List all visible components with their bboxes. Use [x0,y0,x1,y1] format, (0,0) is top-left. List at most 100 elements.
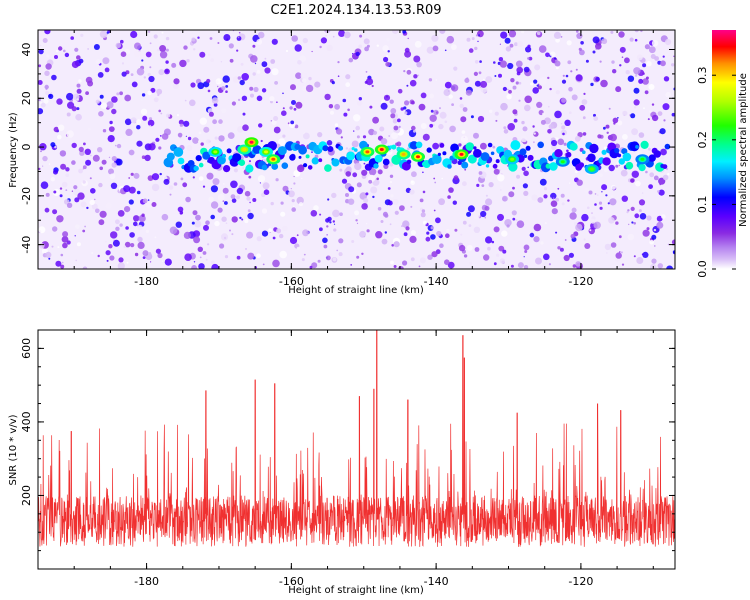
noise-blob [622,134,628,140]
noise-blob [169,193,172,196]
noise-blob [404,47,410,53]
noise-blob [106,101,114,109]
noise-blob [355,51,360,57]
noise-blob [73,185,78,190]
noise-blob [642,63,647,68]
noise-blob [50,92,53,94]
noise-blob [342,98,347,103]
noise-blob [377,169,383,175]
noise-blob [545,52,550,58]
spectrogram-x-label: Height of straight line (km) [288,285,424,296]
noise-blob [634,213,640,219]
noise-blob [468,48,474,53]
noise-blob [482,78,485,81]
noise-blob [557,246,561,250]
noise-blob [239,216,242,220]
noise-blob [403,232,408,237]
noise-blob [552,197,555,200]
noise-blob [485,198,493,206]
band-blob [519,148,527,156]
noise-blob [294,124,299,129]
noise-blob [418,103,426,111]
noise-blob [76,55,81,60]
noise-blob [291,207,297,212]
noise-blob [651,103,655,106]
noise-blob [282,107,285,110]
noise-blob [154,236,157,239]
noise-blob [550,51,556,58]
noise-blob [385,61,391,67]
noise-blob [375,231,383,239]
noise-blob [665,38,672,46]
noise-blob [387,50,390,53]
band-blob [382,158,390,166]
noise-blob [539,77,547,85]
noise-blob [636,54,643,61]
noise-blob [523,244,530,251]
noise-blob [660,148,667,156]
noise-blob [166,113,171,118]
noise-blob [470,115,474,119]
band-blob [238,159,246,166]
noise-blob [376,177,380,181]
noise-blob [91,203,98,210]
noise-blob [161,133,169,140]
noise-blob [253,86,259,93]
noise-blob [332,257,337,262]
noise-blob [661,214,666,219]
noise-blob [633,255,636,258]
band-blob [331,158,340,167]
noise-blob [289,106,293,110]
x-tick-label: -140 [424,275,449,288]
noise-blob [518,99,521,102]
noise-blob [282,225,288,231]
noise-blob [56,215,64,223]
band-blob [221,153,227,159]
snr-y-axis: 200 400 600 [20,329,675,570]
noise-blob [369,105,373,109]
noise-blob [584,243,591,249]
noise-blob [391,244,395,247]
noise-blob [148,75,155,83]
noise-blob [38,80,43,85]
noise-blob [126,261,129,264]
noise-blob [206,78,211,84]
noise-blob [365,192,369,196]
noise-blob [571,207,577,213]
noise-blob [247,212,254,220]
noise-blob [503,126,507,130]
noise-blob [354,210,360,216]
noise-blob [619,251,621,253]
noise-blob [211,263,219,269]
noise-blob [257,31,265,39]
noise-blob [580,41,584,45]
noise-blob [377,207,382,211]
noise-blob [547,76,550,80]
noise-blob [642,251,649,258]
noise-blob [100,102,108,109]
band-blob [415,141,423,149]
noise-blob [572,264,577,268]
noise-blob [128,199,134,205]
noise-blob [645,76,649,80]
noise-blob [365,223,368,225]
noise-blob [368,128,375,136]
noise-blob [386,37,390,42]
noise-blob [73,152,75,155]
noise-blob [242,112,246,116]
noise-blob [517,41,524,47]
noise-blob [631,128,638,136]
noise-blob [451,44,457,50]
noise-blob [657,190,660,193]
noise-blob [278,138,286,146]
noise-blob [478,34,480,36]
noise-blob [250,55,258,63]
noise-blob [118,257,124,263]
noise-blob [563,254,570,262]
noise-blob [99,94,104,99]
noise-blob [42,165,44,167]
noise-blob [511,210,517,216]
noise-blob [299,202,303,207]
band-blob [245,164,254,173]
band-blob [635,145,639,149]
